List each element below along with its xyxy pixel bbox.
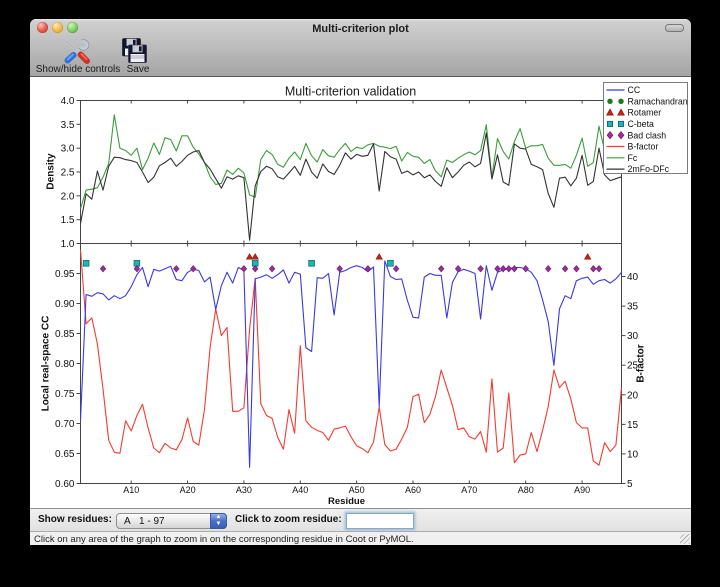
svg-text:Ramachandran: Ramachandran <box>628 96 688 106</box>
svg-text:A90: A90 <box>574 485 590 495</box>
svg-text:A50: A50 <box>349 485 365 495</box>
svg-text:25: 25 <box>627 361 639 372</box>
svg-text:20: 20 <box>627 390 639 401</box>
svg-text:0.90: 0.90 <box>55 299 75 310</box>
svg-text:0.80: 0.80 <box>55 359 75 370</box>
svg-text:0.60: 0.60 <box>55 479 75 490</box>
svg-text:Fc: Fc <box>628 153 638 163</box>
svg-text:2.5: 2.5 <box>61 168 75 179</box>
svg-text:3.0: 3.0 <box>61 144 75 155</box>
svg-text:0.70: 0.70 <box>55 419 75 430</box>
svg-text:0.65: 0.65 <box>55 449 75 460</box>
svg-text:A80: A80 <box>518 485 534 495</box>
svg-text:0.95: 0.95 <box>55 269 75 280</box>
svg-text:35: 35 <box>627 302 639 313</box>
svg-text:CC: CC <box>628 85 641 95</box>
svg-text:Local real-space CC: Local real-space CC <box>41 316 52 412</box>
svg-text:1.0: 1.0 <box>61 239 75 250</box>
svg-text:1.5: 1.5 <box>61 215 75 226</box>
svg-text:Rotamer: Rotamer <box>628 108 662 118</box>
svg-text:Residue: Residue <box>328 496 365 507</box>
svg-text:A30: A30 <box>236 485 252 495</box>
svg-text:Density: Density <box>46 153 57 190</box>
svg-text:15: 15 <box>627 420 639 431</box>
svg-text:B-factor: B-factor <box>636 344 647 382</box>
svg-text:A10: A10 <box>123 485 139 495</box>
svg-text:A60: A60 <box>405 485 421 495</box>
svg-text:3.5: 3.5 <box>61 120 75 131</box>
svg-text:B-factor: B-factor <box>628 142 659 152</box>
svg-text:30: 30 <box>627 331 639 342</box>
svg-text:40: 40 <box>627 272 639 283</box>
svg-text:4.0: 4.0 <box>61 96 75 107</box>
svg-text:10: 10 <box>627 449 639 460</box>
svg-text:A20: A20 <box>180 485 196 495</box>
svg-text:5: 5 <box>627 479 633 490</box>
svg-text:2mFo-DFc: 2mFo-DFc <box>628 164 670 174</box>
svg-text:2.0: 2.0 <box>61 191 75 202</box>
svg-text:0.85: 0.85 <box>55 329 75 340</box>
svg-text:0.75: 0.75 <box>55 389 75 400</box>
svg-text:A70: A70 <box>461 485 477 495</box>
svg-text:Bad clash: Bad clash <box>628 130 667 140</box>
svg-text:A40: A40 <box>292 485 308 495</box>
svg-text:C-beta: C-beta <box>628 119 655 129</box>
svg-text:Multi-criterion validation: Multi-criterion validation <box>285 85 416 99</box>
